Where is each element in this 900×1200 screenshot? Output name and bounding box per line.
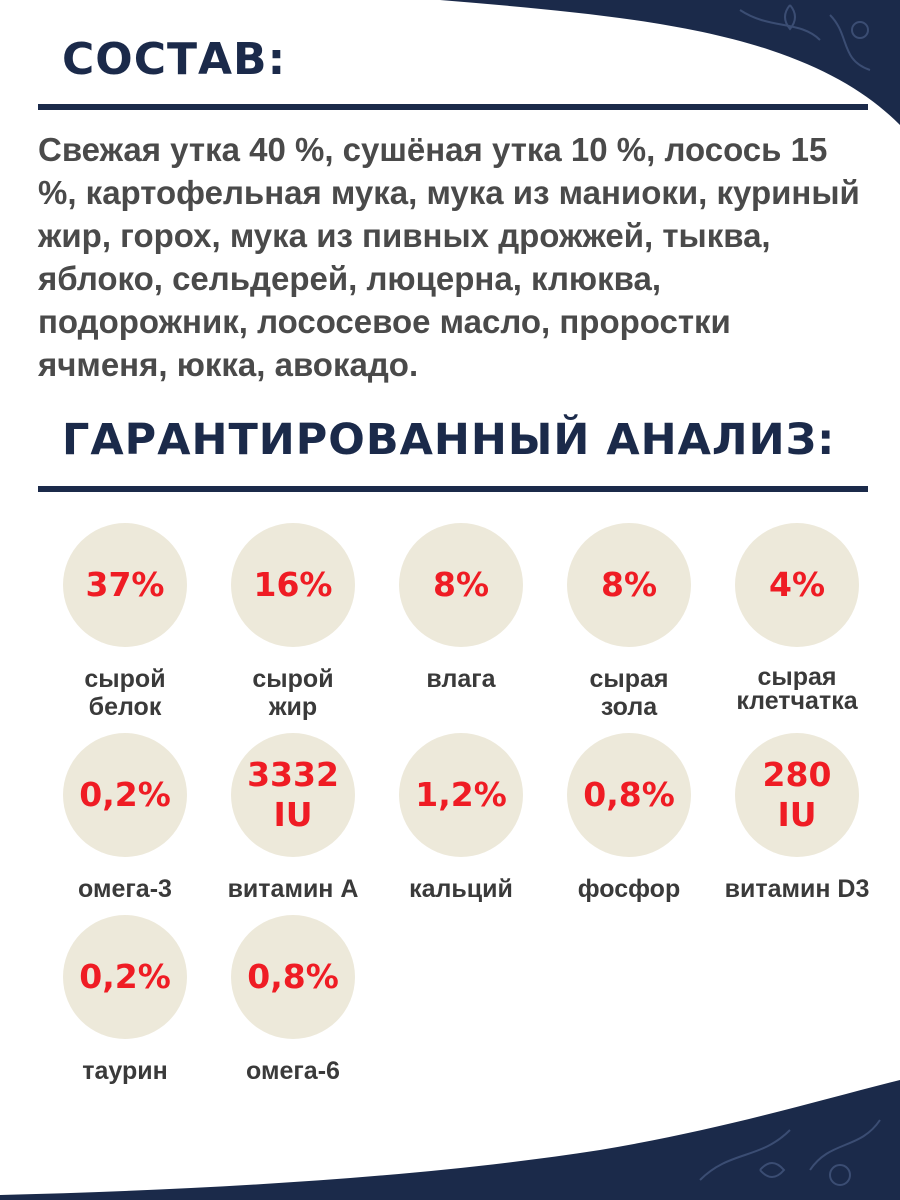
nutrient-label: витамин D3 [724, 875, 870, 903]
nutrient-label: витамин A [227, 875, 359, 903]
nutrient-value: 8% [600, 565, 658, 604]
nutrient-label: влага [426, 665, 496, 693]
nutrient-value: 0,2% [79, 775, 171, 814]
nutrient-value: 4% [768, 565, 826, 604]
ingredients-text: Свежая утка 40 %, сушёная утка 10 %, лос… [38, 131, 860, 383]
nutrient-item-vitamin-d3: 280 IU витамин D3 [712, 733, 882, 903]
nutrient-circle: 8% [567, 523, 691, 647]
nutrient-label: сырая клетчатка [736, 663, 858, 715]
nutrient-value: 0,8% [583, 775, 675, 814]
nutrient-value: 16% [253, 565, 333, 604]
nutrient-value: 8% [432, 565, 490, 604]
nutrient-item-crude-fat: 16% сырой жир [208, 523, 378, 721]
nutrient-item-crude-protein: 37% сырой белок [40, 523, 210, 721]
nutrient-label: сырой белок [84, 665, 166, 721]
nutrient-label: сырая зола [589, 665, 669, 721]
nutrient-item-omega-6: 0,8% омега-6 [208, 915, 378, 1085]
nutrient-circle: 3332 IU [231, 733, 355, 857]
nutrient-item-omega-3: 0,2% омега-3 [40, 733, 210, 903]
nutrient-item-phosphorus: 0,8% фосфор [544, 733, 714, 903]
nutrient-circle: 0,2% [63, 915, 187, 1039]
nutrient-circle: 8% [399, 523, 523, 647]
nutrient-value: 37% [85, 565, 165, 604]
nutrient-circle: 0,8% [567, 733, 691, 857]
nutrient-item-crude-ash: 8% сырая зола [544, 523, 714, 721]
composition-heading: СОСТАВ: [62, 34, 287, 85]
nutrient-label: омега-3 [78, 875, 172, 903]
top-right-floral-decoration [440, 0, 900, 125]
nutrient-circle: 0,8% [231, 915, 355, 1039]
nutrient-circle: 280 IU [735, 733, 859, 857]
nutrient-circle: 37% [63, 523, 187, 647]
analysis-heading: ГАРАНТИРОВАННЫЙ АНАЛИЗ: [62, 415, 836, 465]
nutrient-label: кальций [409, 875, 513, 903]
nutrient-circle: 4% [735, 523, 859, 647]
analysis-divider [38, 486, 868, 492]
nutrient-value: 0,2% [79, 957, 171, 996]
nutrient-value: 1,2% [415, 775, 507, 814]
nutrient-item-vitamin-a: 3332 IU витамин A [208, 733, 378, 903]
nutrient-item-moisture: 8% влага [376, 523, 546, 693]
nutrient-label: таурин [82, 1057, 168, 1085]
nutrient-label: омега-6 [246, 1057, 340, 1085]
composition-divider [38, 104, 868, 110]
nutrient-circle: 16% [231, 523, 355, 647]
nutrient-value: 0,8% [247, 957, 339, 996]
nutrient-item-crude-fiber: 4% сырая клетчатка [712, 523, 882, 715]
nutrient-value: 3332 IU [247, 755, 339, 834]
nutrient-label: сырой жир [252, 665, 334, 721]
nutrient-circle: 1,2% [399, 733, 523, 857]
nutrient-item-taurine: 0,2% таурин [40, 915, 210, 1085]
nutrient-item-calcium: 1,2% кальций [376, 733, 546, 903]
nutrient-circle: 0,2% [63, 733, 187, 857]
bottom-left-floral-decoration [0, 1080, 900, 1200]
nutrient-value: 280 IU [762, 755, 832, 834]
nutrient-label: фосфор [577, 875, 681, 903]
